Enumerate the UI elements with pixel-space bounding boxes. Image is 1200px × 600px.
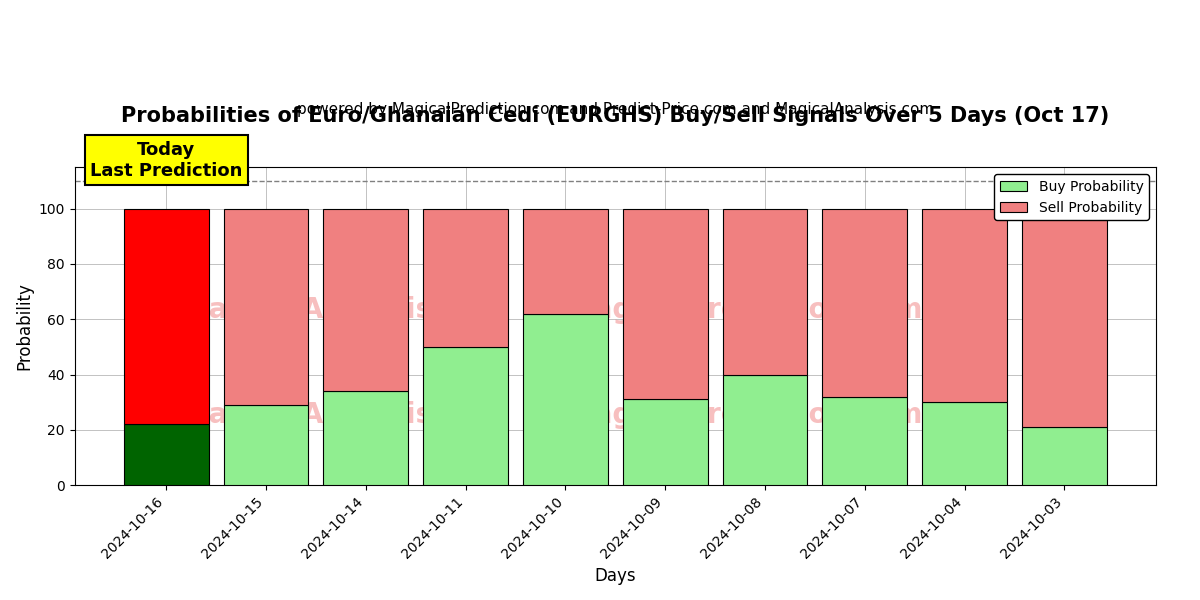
Bar [323, 209, 408, 391]
Y-axis label: Probability: Probability [16, 282, 34, 370]
Text: MagicalAnalysis.com: MagicalAnalysis.com [182, 296, 508, 324]
Bar [922, 402, 1007, 485]
Text: Probabilities of Euro/Ghanaian Cedi (EURGHS) Buy/Sell Signals Over 5 Days (Oct 1: Probabilities of Euro/Ghanaian Cedi (EUR… [121, 106, 1109, 126]
Bar [323, 391, 408, 485]
Bar [722, 209, 808, 374]
Bar [1022, 427, 1106, 485]
Title: powered by MagicalPrediction.com and Predict-Price.com and MagicalAnalysis.com: powered by MagicalPrediction.com and Pre… [296, 102, 934, 117]
Bar [822, 397, 907, 485]
Bar [424, 209, 508, 347]
Text: MagicalAnalysis.com: MagicalAnalysis.com [182, 401, 508, 429]
Bar [124, 209, 209, 424]
Bar [523, 209, 607, 314]
Bar [623, 400, 708, 485]
Text: MagicalPrediction.com: MagicalPrediction.com [566, 296, 923, 324]
Legend: Buy Probability, Sell Probability: Buy Probability, Sell Probability [994, 174, 1148, 220]
Bar [722, 374, 808, 485]
Bar [1022, 209, 1106, 427]
Bar [922, 209, 1007, 402]
Bar [124, 424, 209, 485]
Bar [223, 405, 308, 485]
Bar [623, 209, 708, 400]
X-axis label: Days: Days [594, 567, 636, 585]
Bar [424, 347, 508, 485]
Bar [822, 209, 907, 397]
Bar [523, 314, 607, 485]
Text: MagicalPrediction.com: MagicalPrediction.com [566, 401, 923, 429]
Bar [223, 209, 308, 405]
Text: Today
Last Prediction: Today Last Prediction [90, 141, 242, 179]
